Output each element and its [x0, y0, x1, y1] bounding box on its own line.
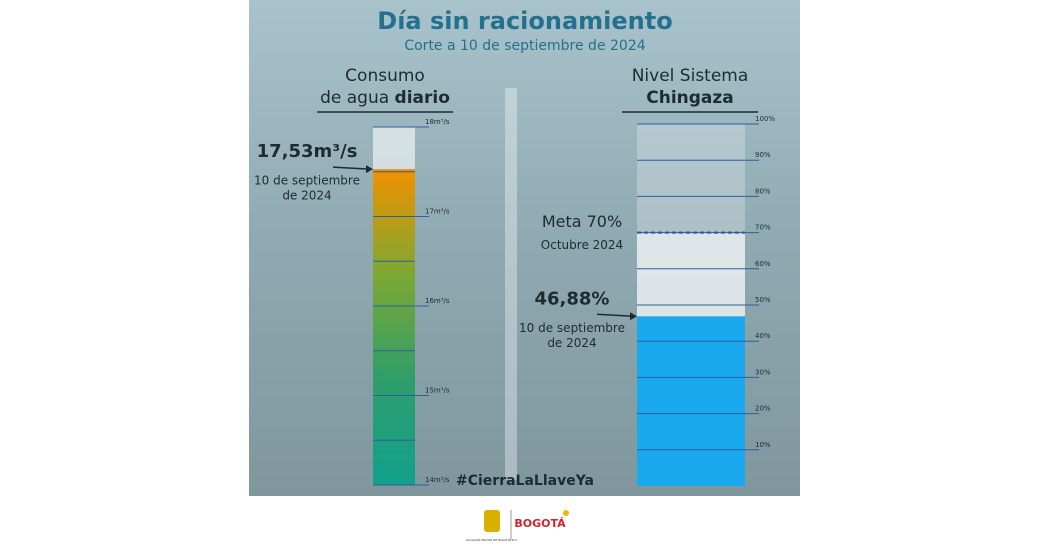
value-arrowhead	[366, 165, 373, 174]
value-annotation: 10 de septiembre	[254, 174, 360, 188]
tick-label: 40%	[755, 332, 771, 340]
subtitle: Corte a 10 de septiembre de 2024	[404, 38, 645, 54]
gauge-title-bold: diario	[395, 88, 450, 108]
value-annotation: de 2024	[282, 189, 331, 203]
tick-label: 60%	[755, 260, 771, 268]
target-label: Meta 70%	[542, 212, 622, 231]
gauge-title: Nivel Sistema	[632, 66, 749, 86]
value-arrowhead	[630, 312, 637, 321]
value-pointer	[596, 313, 634, 318]
tick-label: 14m³/s	[425, 476, 450, 484]
tick-label: 17m³/s	[425, 208, 450, 216]
gauge-title-bold: Chingaza	[646, 88, 734, 108]
gauge-title: de agua diario	[320, 88, 450, 108]
title: Día sin racionamiento	[377, 7, 672, 35]
target-annotation: Octubre 2024	[541, 238, 623, 252]
tick-label: 90%	[755, 151, 771, 159]
shield-logo	[484, 510, 500, 532]
gauge-title-part: de agua	[320, 88, 389, 108]
tick-label: 50%	[755, 296, 771, 304]
shield-text: ALCALDÍA MAYOR DE BOGOTÁ D.C.	[466, 537, 518, 542]
tick-label: 10%	[755, 441, 771, 449]
tick-label: 70%	[755, 224, 771, 232]
hashtag: #CierraLaLlaveYa	[456, 473, 594, 489]
tick-label: 15m³/s	[425, 387, 450, 395]
value-annotation: de 2024	[547, 336, 596, 350]
value-annotation: 10 de septiembre	[519, 321, 625, 335]
value-pointer	[332, 166, 370, 170]
tick-label: 16m³/s	[425, 297, 450, 305]
tick-label: 18m³/s	[425, 118, 450, 126]
value-label: 46,88%	[535, 288, 610, 309]
brand: BOGOTÁ	[514, 517, 566, 530]
divider	[505, 88, 517, 480]
tick-label: 80%	[755, 187, 771, 195]
tick-label: 30%	[755, 368, 771, 376]
tick-label: 100%	[755, 115, 775, 123]
brand-star	[563, 510, 569, 516]
value-label: 17,53m³/s	[257, 141, 358, 162]
gauge-fill	[637, 316, 745, 486]
gauge-title: Consumo	[345, 66, 425, 86]
tick-label: 20%	[755, 405, 771, 413]
gauge-fill	[373, 169, 415, 485]
